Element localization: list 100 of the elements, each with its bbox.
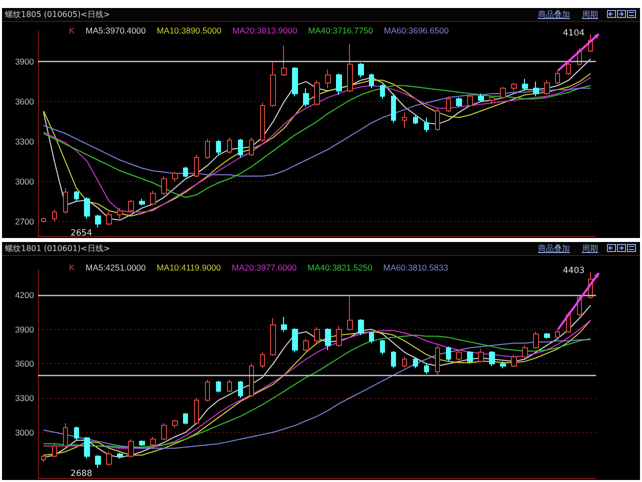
- candlestick: [84, 436, 90, 460]
- candlestick: [260, 352, 265, 369]
- candlestick: [63, 422, 68, 448]
- candlestick: [238, 380, 243, 398]
- candlestick: [555, 328, 560, 340]
- candlestick: [139, 440, 145, 446]
- candlestick: [402, 112, 407, 129]
- candlestick: [402, 356, 407, 368]
- candlestick: [456, 350, 462, 361]
- text: K: [69, 262, 75, 272]
- candlestick: [380, 339, 385, 356]
- candlestick: [52, 208, 57, 222]
- candlestick: [325, 69, 331, 89]
- text: MA40:3821.5250: [308, 262, 373, 272]
- candlestick: [249, 363, 254, 398]
- candlestick: [336, 73, 342, 96]
- candlestick: [292, 66, 298, 97]
- text: 周期: [582, 9, 598, 21]
- y-tick-label: 3000: [15, 427, 34, 438]
- candlestick: [456, 97, 462, 108]
- annotation: 2654: [70, 228, 92, 238]
- candlestick: [467, 350, 473, 364]
- candlestick: [566, 61, 571, 76]
- candlestick: [95, 214, 101, 228]
- candlestick: [478, 93, 484, 102]
- text: MA20:3813.9000: [232, 26, 298, 36]
- y-tick-label: 3600: [15, 358, 34, 369]
- candlestick: [369, 331, 374, 344]
- candlestick: [281, 45, 287, 77]
- chart-title: 螺纹1801 (010601)<日线>: [5, 244, 110, 253]
- candlestick: [41, 216, 46, 224]
- candlestick: [205, 379, 210, 402]
- text: MA5:3970.4000: [86, 26, 146, 36]
- text: MA5:4251.0000: [86, 262, 146, 272]
- candlestick: [216, 140, 221, 156]
- line-series: [42, 85, 592, 198]
- candlestick: [303, 88, 309, 108]
- candlestick: [500, 86, 506, 100]
- candlestick: [314, 326, 320, 344]
- candlestick: [238, 138, 243, 158]
- candlestick: [522, 78, 528, 92]
- candlestick: [227, 379, 232, 393]
- candlestick: [522, 344, 528, 358]
- candlestick: [161, 422, 167, 441]
- candlestick: [260, 102, 265, 142]
- text: 周期: [582, 243, 598, 255]
- candlestick: [369, 73, 374, 89]
- candlestick: [303, 338, 309, 352]
- candlestick: [424, 363, 429, 374]
- y-tick-label: 3000: [15, 176, 34, 186]
- candlestick: [117, 452, 123, 460]
- candlestick: [63, 188, 68, 214]
- text: MA60:3810.5833: [383, 262, 448, 272]
- text: MA20:3977.6000: [232, 262, 297, 272]
- text: 商品叠加: [538, 9, 570, 21]
- candlestick: [435, 108, 440, 132]
- candlestick: [172, 419, 178, 428]
- text: MA60:3696.6500: [384, 26, 449, 36]
- candlestick: [95, 454, 101, 468]
- y-tick-label: 2700: [15, 216, 34, 226]
- candlestick: [478, 348, 484, 364]
- candlestick: [74, 190, 79, 202]
- candlestick: [358, 62, 364, 78]
- text: MA10:4119.9000: [156, 262, 222, 272]
- y-tick-label: 3600: [15, 96, 34, 107]
- candlestick: [150, 190, 156, 206]
- candlestick: [205, 138, 210, 160]
- annotation: 4104: [562, 28, 585, 38]
- candlestick: [172, 172, 178, 182]
- candlestick: [74, 426, 79, 441]
- candlestick: [249, 136, 254, 157]
- candlestick: [544, 332, 550, 340]
- candlestick: [347, 44, 353, 93]
- candlestick: [281, 316, 287, 332]
- candlestick: [314, 80, 320, 106]
- candlestick: [84, 196, 90, 220]
- candlestick: [292, 328, 298, 353]
- candlestick: [139, 198, 145, 206]
- candlestick: [194, 154, 199, 178]
- candlestick: [128, 438, 134, 458]
- candlestick: [391, 350, 396, 369]
- candlestick: [489, 96, 495, 105]
- candlestick: [41, 454, 46, 462]
- candlestick: [544, 80, 550, 96]
- y-tick-label: 3300: [15, 136, 34, 146]
- candlestick: [358, 318, 364, 336]
- candlestick: [424, 117, 429, 133]
- candlestick: [533, 81, 539, 97]
- line-series: [42, 88, 592, 177]
- candlestick: [467, 94, 473, 108]
- chart-title: 螺纹1805 (010605)<日线>: [5, 10, 110, 19]
- candlestick: [347, 296, 353, 332]
- text: K: [69, 26, 75, 36]
- candlestick: [128, 200, 134, 213]
- candlestick: [106, 212, 112, 226]
- candlestick: [446, 346, 451, 362]
- text: MA10:3890.5000: [156, 26, 222, 36]
- candlestick: [511, 82, 517, 92]
- y-tick-label: 3900: [15, 56, 34, 67]
- candlestick: [216, 380, 221, 393]
